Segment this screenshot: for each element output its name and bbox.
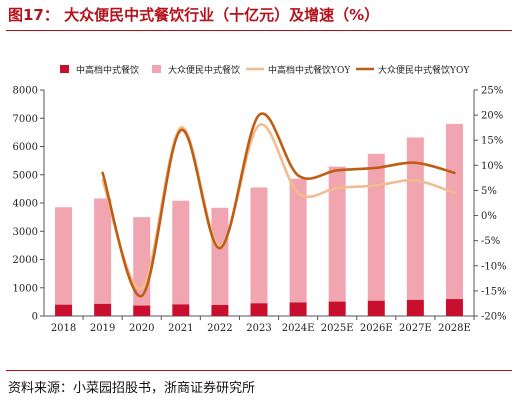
bar-mass-2022[interactable] <box>211 207 229 305</box>
y-left-tick-label: 8000 <box>13 86 38 97</box>
bar-mass-2019[interactable] <box>94 198 112 304</box>
x-tick-label: 2021 <box>168 323 193 334</box>
axes: 0 1000 2000 3000 4000 5000 6000 7000 8000 -20% -15… <box>13 86 507 335</box>
legend-label-mid-high-bar: 中高档中式餐饮 <box>76 64 139 76</box>
y-right-tick-label: 10% <box>481 161 503 172</box>
y-left-tick-label: 2000 <box>13 255 38 266</box>
y-left-tick-label: 7000 <box>13 114 38 125</box>
y-right-tick-label: -20% <box>481 312 507 323</box>
x-tick-label: 2025E <box>321 323 354 334</box>
bar-mid-high-2021[interactable] <box>172 304 190 316</box>
y-left-tick-label: 6000 <box>13 142 38 153</box>
line-mass-yoy[interactable] <box>101 112 456 298</box>
bar-mass-2026E[interactable] <box>367 153 385 301</box>
y-right-tick-label: 0% <box>481 211 497 222</box>
y-right-tick-label: 5% <box>481 186 497 197</box>
bar-mass-2028E[interactable] <box>445 123 463 300</box>
y-left-tick-label: 1000 <box>13 283 38 294</box>
bar-mid-high-2020[interactable] <box>133 305 151 316</box>
x-tick-label: 2020 <box>129 323 154 334</box>
bar-mid-high-2019[interactable] <box>94 303 112 316</box>
x-tick-label: 2024E <box>282 323 315 334</box>
bar-mid-high-2028E[interactable] <box>445 299 463 316</box>
bar-mass-2018[interactable] <box>55 207 73 305</box>
bar-mass-2023[interactable] <box>250 187 268 304</box>
line-mid-high-yoy[interactable] <box>101 123 456 290</box>
x-tick-label: 2022 <box>207 323 232 334</box>
legend-label-mass-yoy: 大众便民中式餐饮YOY <box>378 64 470 76</box>
x-tick-label: 2026E <box>360 323 393 334</box>
y-left-tick-label: 0 <box>32 312 38 323</box>
bar-mid-high-2026E[interactable] <box>367 300 385 316</box>
source-note: 资料来源：小菜园招股书，浙商证券研究所 <box>8 381 256 396</box>
legend-label-mass-bar: 大众便民中式餐饮 <box>168 64 240 76</box>
bar-mid-high-2027E[interactable] <box>406 299 424 316</box>
x-tick-label: 2019 <box>90 323 115 334</box>
chart: 中高档中式餐饮 大众便民中式餐饮 中高档中式餐饮YOY 大众便民中式餐饮YOY 0 10… <box>13 64 507 335</box>
bar-mid-high-2024E[interactable] <box>289 302 307 316</box>
y-right-tick-label: -15% <box>481 286 507 297</box>
y-right-tick-label: 25% <box>481 86 503 97</box>
x-tick-label: 2023 <box>246 323 271 334</box>
bar-mid-high-2023[interactable] <box>250 303 268 316</box>
y-right-tick-label: 15% <box>481 136 503 147</box>
chart-title: 图17： 大众便民中式餐饮行业（十亿元）及增速（%） <box>8 6 380 24</box>
bar-mass-2021[interactable] <box>172 200 190 305</box>
y-left-tick-label: 3000 <box>13 227 38 238</box>
bar-mass-2027E[interactable] <box>406 137 424 300</box>
bars <box>55 123 463 316</box>
bar-mass-2025E[interactable] <box>328 166 346 302</box>
y-left-tick-label: 5000 <box>13 170 38 181</box>
title-rule <box>6 30 512 31</box>
x-tick-label: 2018 <box>51 323 76 334</box>
bar-mass-2024E[interactable] <box>289 178 307 303</box>
y-right-tick-label: 20% <box>481 111 503 122</box>
legend-label-mid-high-yoy: 中高档中式餐饮YOY <box>268 64 351 76</box>
lines <box>101 112 456 298</box>
legend-swatch-mass-bar <box>152 65 161 73</box>
source-rule <box>6 370 512 371</box>
x-tick-label: 2027E <box>399 323 432 334</box>
y-right-tick-label: -10% <box>481 261 507 272</box>
x-tick-label: 2028E <box>438 323 471 334</box>
y-left-tick-label: 4000 <box>13 199 38 210</box>
bar-mid-high-2018[interactable] <box>55 304 73 316</box>
bar-mid-high-2022[interactable] <box>211 304 229 316</box>
bar-mid-high-2025E[interactable] <box>328 301 346 316</box>
legend: 中高档中式餐饮 大众便民中式餐饮 中高档中式餐饮YOY 大众便民中式餐饮YOY <box>60 64 470 76</box>
legend-swatch-mid-high-bar <box>60 65 69 73</box>
y-right-tick-label: -5% <box>481 236 500 247</box>
